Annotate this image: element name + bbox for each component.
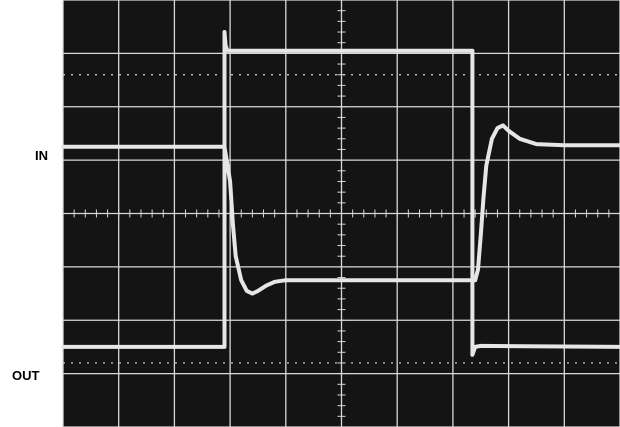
trace-in xyxy=(61,30,620,357)
in-channel-label: IN xyxy=(35,148,48,163)
out-channel-label: OUT xyxy=(12,368,40,383)
traces xyxy=(61,30,620,357)
graticule xyxy=(62,0,620,427)
trace-out xyxy=(61,123,620,296)
